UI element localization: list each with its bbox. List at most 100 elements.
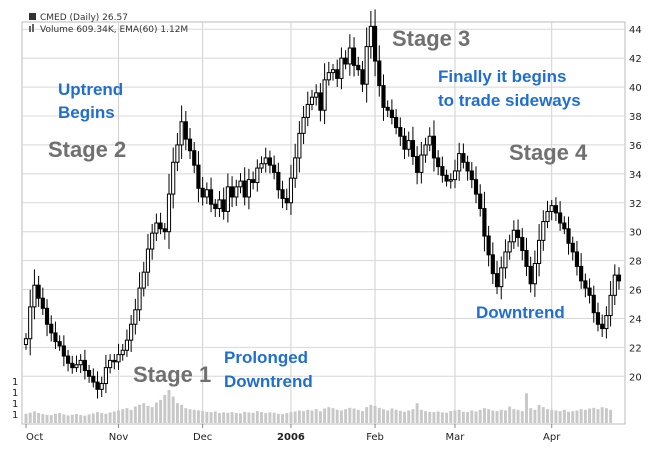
volume-bar — [100, 413, 104, 423]
candle-body — [87, 370, 92, 377]
candle-body — [95, 381, 100, 390]
volume-bar — [318, 411, 322, 423]
candle-body — [570, 242, 575, 253]
volume-bar — [281, 414, 285, 423]
volume-bar — [428, 411, 432, 423]
candle-body — [293, 157, 298, 179]
candle — [372, 9, 378, 77]
candle-body — [394, 116, 399, 129]
stage-2-label: Stage 2 — [48, 137, 126, 162]
candle-body — [372, 25, 378, 62]
volume-bar — [424, 411, 428, 423]
candle-body — [108, 359, 113, 369]
candle — [129, 315, 134, 353]
candle — [347, 34, 352, 76]
candle — [558, 201, 563, 231]
candle — [23, 333, 29, 350]
candle-body — [175, 144, 180, 163]
candle-body — [499, 267, 504, 288]
volume-bar — [239, 413, 242, 423]
candle — [57, 335, 62, 351]
candle — [108, 354, 113, 374]
candle-body — [171, 161, 176, 195]
candle-body — [301, 116, 306, 134]
candle — [469, 161, 474, 189]
candle — [419, 141, 424, 184]
candle — [61, 335, 66, 367]
volume-bar — [403, 411, 406, 423]
y-tick-label: 40 — [629, 83, 642, 94]
volume-bar — [268, 412, 272, 423]
candle-body — [364, 46, 369, 85]
candle — [381, 74, 386, 121]
candle-body — [486, 235, 491, 256]
candle-body — [457, 153, 462, 172]
volume-bar — [382, 409, 385, 423]
candle — [583, 273, 588, 298]
candle — [600, 314, 605, 337]
stage-4-label: Stage 4 — [509, 140, 588, 165]
volume-bar — [129, 409, 133, 423]
volume-bar — [588, 408, 592, 423]
candle-body — [23, 338, 29, 345]
candle — [322, 63, 327, 125]
volume-bar — [592, 407, 596, 423]
candle — [133, 298, 138, 335]
volume-bar — [213, 411, 217, 423]
candle — [537, 224, 542, 277]
volume-bar — [567, 411, 571, 423]
candle — [204, 182, 209, 204]
candle — [406, 131, 411, 157]
volume-bar — [411, 409, 415, 423]
candle-body — [318, 92, 323, 111]
volume-bar — [32, 411, 36, 423]
volume-bar — [323, 408, 327, 423]
volume-bar — [163, 394, 167, 423]
volume-axis-label: 1 — [12, 388, 18, 399]
candle — [570, 236, 575, 261]
stage-1-label: Stage 1 — [133, 362, 211, 387]
y-tick-label: 30 — [629, 228, 642, 239]
candle-body — [532, 263, 537, 285]
candle — [87, 364, 92, 383]
candle — [158, 212, 163, 235]
volume-bar — [541, 407, 545, 423]
candle — [431, 120, 437, 172]
candle-body — [238, 180, 243, 188]
candle — [490, 242, 495, 285]
volume-bar — [184, 408, 188, 423]
candle-body — [507, 241, 512, 253]
candle-body — [99, 383, 104, 390]
candle — [515, 219, 521, 247]
candle — [116, 343, 121, 370]
candle-body — [154, 222, 159, 234]
candle — [402, 128, 407, 160]
volume-bar — [133, 406, 137, 423]
downtrend-label: Downtrend — [476, 303, 565, 322]
candle — [330, 63, 336, 81]
volume-bar — [550, 409, 554, 423]
candle — [326, 61, 331, 86]
prolonged-label-line1: Prolonged — [224, 348, 308, 367]
candle-body — [61, 345, 66, 357]
candle — [280, 180, 285, 209]
volume-bar — [558, 411, 562, 423]
volume-bar — [251, 412, 255, 423]
candle-body — [347, 47, 352, 65]
volume-bar — [537, 404, 541, 423]
volume-bar — [121, 409, 125, 423]
candle — [238, 173, 243, 194]
candle — [360, 61, 365, 93]
volume-bar — [196, 410, 200, 423]
volume-bar — [503, 410, 507, 423]
candle — [179, 105, 184, 159]
candle — [196, 151, 201, 203]
candle-body — [158, 222, 163, 230]
candle — [574, 240, 580, 276]
candle — [297, 121, 302, 173]
candle — [208, 177, 214, 213]
y-axis-ticks: 20 22 24 26 28 30 32 34 36 38 40 42 44 — [629, 25, 642, 383]
candle — [356, 56, 361, 76]
candle-body — [398, 127, 403, 137]
